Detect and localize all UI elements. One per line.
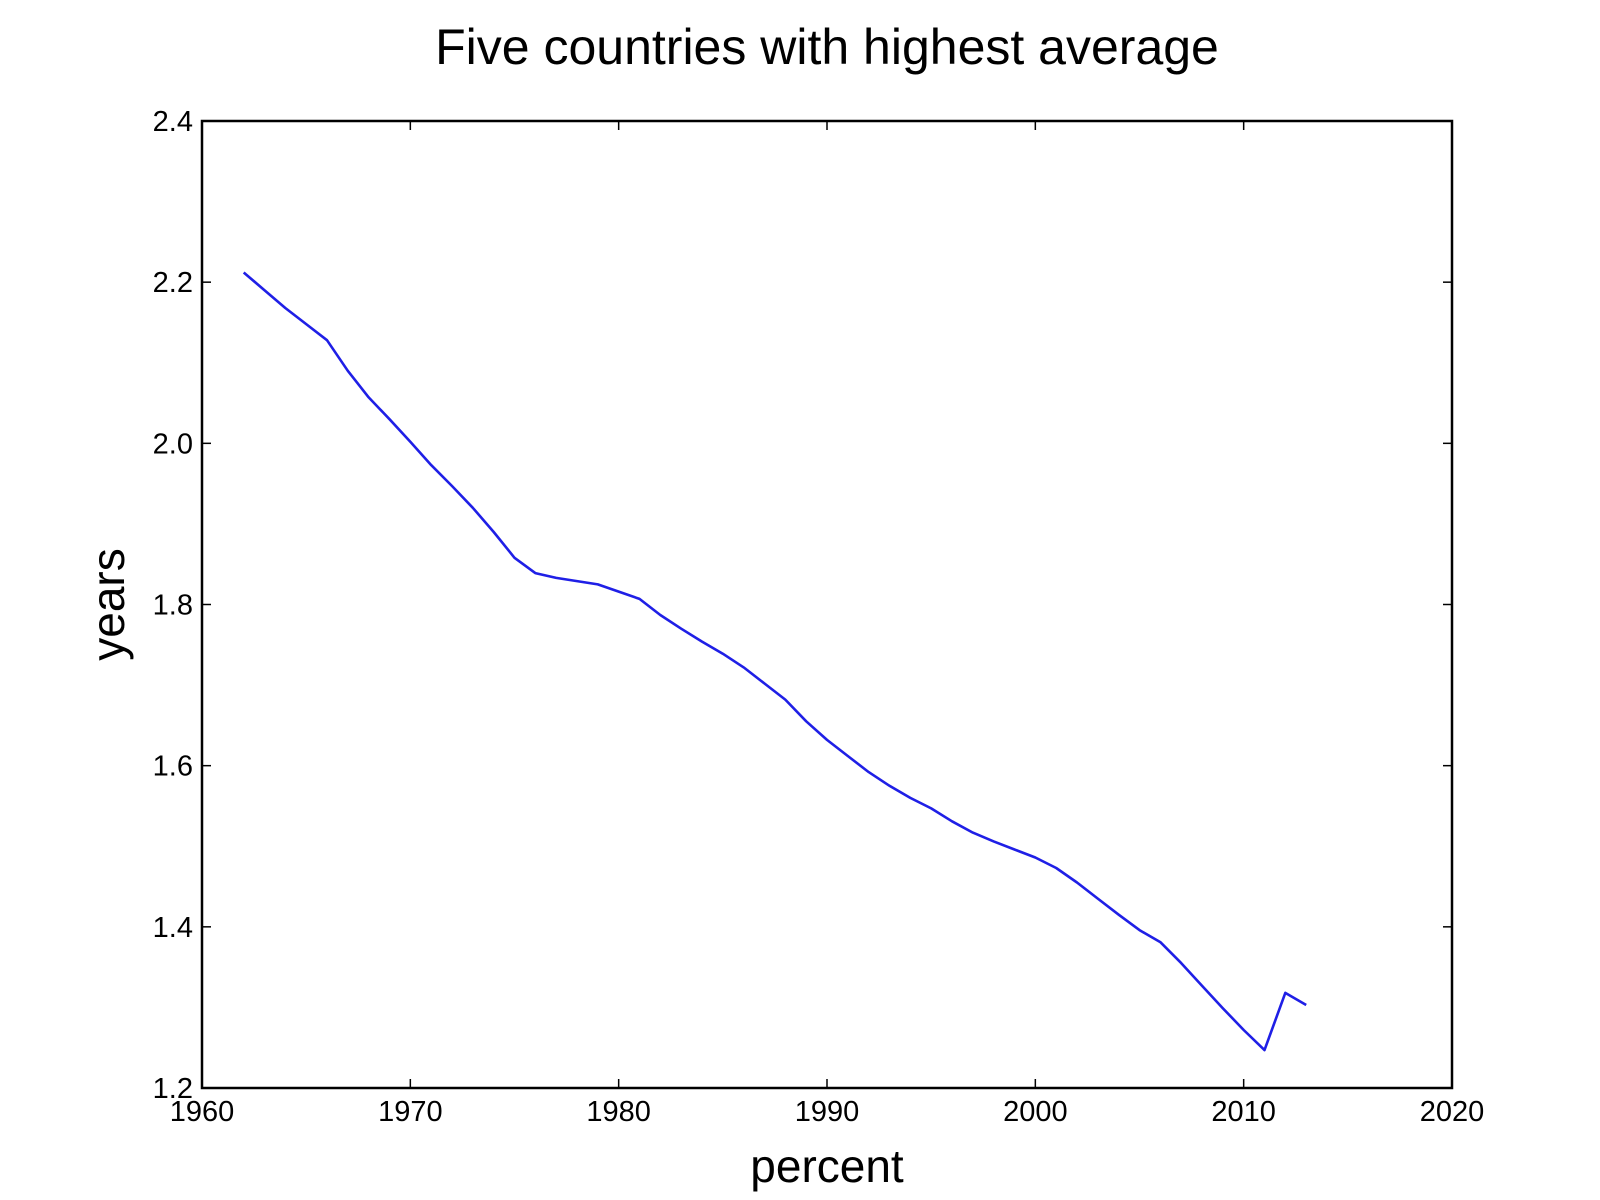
y-axis-title: years bbox=[82, 548, 134, 660]
x-tick-label: 1980 bbox=[586, 1096, 651, 1128]
chart-title: Five countries with highest average bbox=[435, 19, 1219, 75]
x-tick-label: 1990 bbox=[795, 1096, 860, 1128]
y-tick-label: 1.8 bbox=[153, 590, 193, 622]
y-tick-label: 1.4 bbox=[153, 912, 193, 944]
x-tick-label: 2010 bbox=[1211, 1096, 1276, 1128]
axis-ticks bbox=[201, 120, 1453, 1089]
y-tick-label: 1.2 bbox=[153, 1073, 193, 1105]
x-axis-tick-labels: 1960 1970 1980 1990 2000 2010 2020 bbox=[170, 1096, 1485, 1128]
x-axis-title: percent bbox=[750, 1140, 904, 1192]
plot-frame bbox=[200, 119, 1454, 1090]
series-layer bbox=[242, 271, 1307, 1052]
y-tick-label: 2.0 bbox=[153, 428, 193, 460]
y-axis-tick-labels: 1.2 1.4 1.6 1.8 2.0 2.2 2.4 bbox=[153, 106, 193, 1105]
series-line bbox=[242, 271, 1307, 1052]
x-tick-label: 1970 bbox=[378, 1096, 443, 1128]
x-tick-label: 2000 bbox=[1003, 1096, 1068, 1128]
y-tick-label: 2.2 bbox=[153, 267, 193, 299]
y-tick-label: 1.6 bbox=[153, 751, 193, 783]
x-tick-label: 2020 bbox=[1420, 1096, 1485, 1128]
y-tick-label: 2.4 bbox=[153, 106, 193, 138]
x-tick-label: 1960 bbox=[170, 1096, 235, 1128]
